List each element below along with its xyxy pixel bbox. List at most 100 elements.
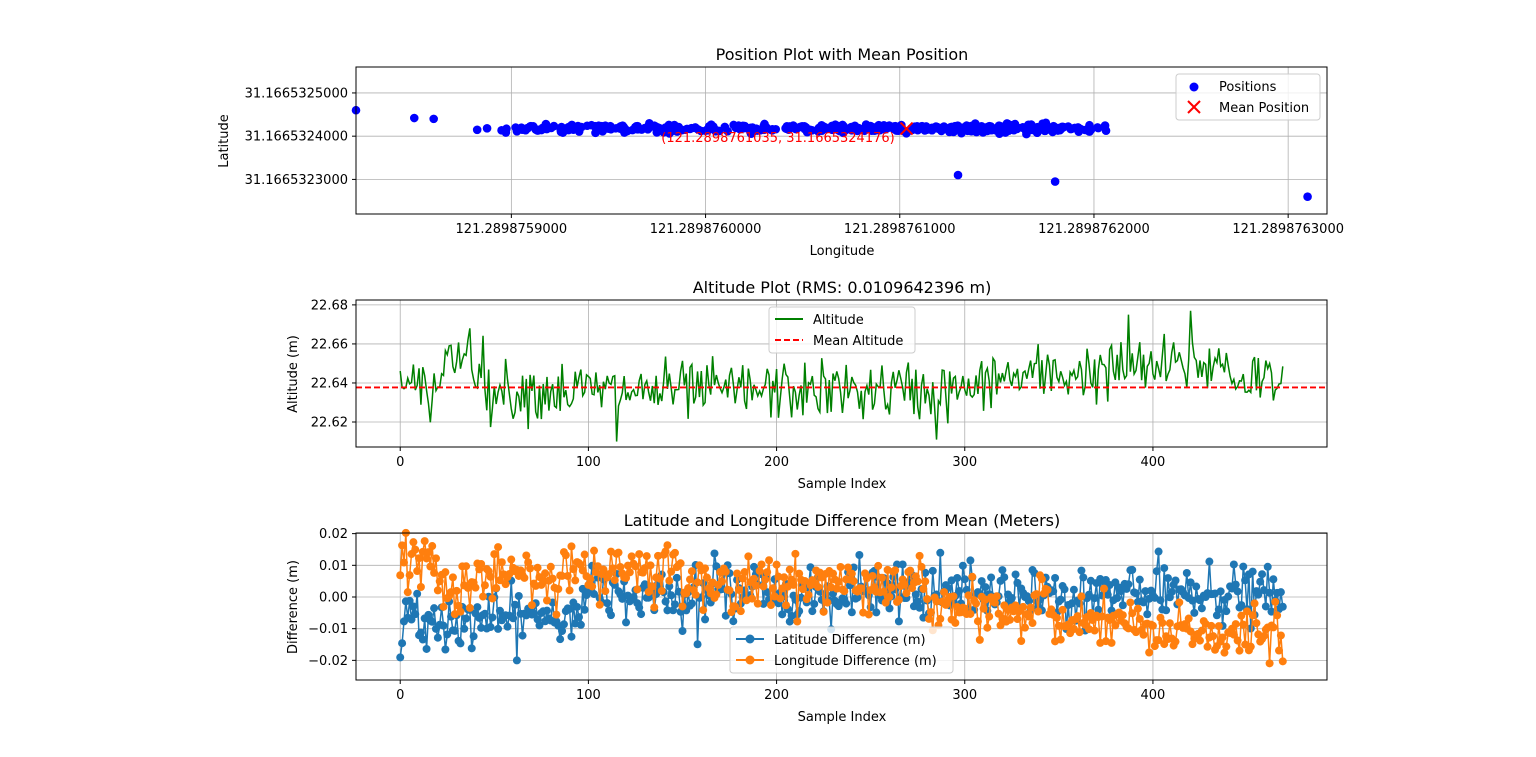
longitude-difference-point [1154, 636, 1163, 645]
difference-plot-frame [355, 532, 1328, 681]
latitude-difference-point [556, 635, 565, 644]
difference-plot-ylabel: Difference (m) [286, 560, 301, 654]
position-point [1032, 128, 1042, 137]
latitude-difference-point [1124, 580, 1133, 589]
longitude-difference-point [435, 577, 444, 586]
latitude-difference-point [1205, 557, 1214, 566]
latitude-difference-point [535, 621, 544, 630]
longitude-difference-point [1214, 622, 1223, 631]
longitude-difference-point [661, 547, 670, 556]
latitude-difference-point [441, 645, 450, 654]
latitude-difference-point [729, 617, 738, 626]
longitude-difference-point [795, 569, 804, 578]
latitude-difference-point [987, 573, 996, 582]
y-tick-label: 31.1665323000 [245, 173, 348, 188]
latitude-difference-point [1118, 601, 1127, 610]
longitude-difference-point [964, 591, 973, 600]
longitude-difference-point [1259, 632, 1268, 641]
latitude-difference-point [953, 573, 962, 582]
position-plot-xlabel: Longitude [810, 244, 875, 259]
latitude-difference-point [1216, 587, 1225, 596]
longitude-difference-point [900, 580, 909, 589]
position-point [746, 126, 756, 135]
latitude-difference-point [1077, 566, 1086, 575]
latitude-difference-point [1248, 567, 1257, 576]
position-point [983, 124, 992, 134]
longitude-difference-point [701, 564, 710, 573]
longitude-difference-point [753, 599, 762, 608]
longitude-difference-point [879, 587, 888, 596]
latitude-difference-point [1254, 590, 1263, 599]
y-tick-label: 31.1665324000 [245, 130, 348, 145]
latitude-difference-point [710, 549, 719, 558]
longitude-difference-point [678, 602, 687, 611]
longitude-difference-point [791, 549, 800, 558]
latitude-difference-point [663, 606, 672, 615]
latitude-difference-point [1013, 578, 1022, 587]
position-point [1050, 177, 1060, 186]
longitude-difference-point [546, 562, 555, 571]
latitude-difference-point [1246, 624, 1255, 633]
position-point [557, 122, 566, 132]
altitude-plot-title: Altitude Plot (RMS: 0.0109642396 m) [693, 278, 992, 297]
longitude-difference-point [757, 560, 766, 569]
longitude-difference-point [1028, 619, 1037, 628]
longitude-difference-point [902, 589, 911, 598]
longitude-difference-point [1229, 630, 1238, 639]
latitude-difference-point [921, 568, 930, 577]
longitude-difference-point [1107, 638, 1116, 647]
position-point [714, 126, 724, 136]
latitude-difference-point [606, 611, 615, 620]
longitude-difference-point [1135, 614, 1144, 623]
mean-position-marker [899, 121, 914, 136]
longitude-difference-point [554, 585, 563, 594]
longitude-difference-point [456, 607, 465, 616]
position-point [953, 124, 963, 134]
position-point [429, 114, 438, 124]
longitude-difference-point [439, 602, 448, 611]
longitude-difference-point [420, 537, 429, 546]
longitude-difference-point [823, 598, 832, 607]
altitude-plot-series [356, 310, 1327, 442]
position-point [920, 126, 930, 135]
longitude-difference-point [766, 601, 775, 610]
latitude-difference-point [678, 626, 687, 635]
latitude-difference-point [486, 623, 495, 632]
longitude-difference-point [622, 573, 631, 582]
longitude-difference-point [813, 582, 822, 591]
longitude-difference-point [718, 577, 727, 586]
longitude-difference-point [569, 565, 578, 574]
longitude-difference-point [441, 568, 450, 577]
latitude-difference-point [977, 577, 986, 586]
latitude-difference-point [849, 563, 858, 572]
y-tick-label: 0.00 [319, 590, 348, 605]
latitude-difference-point [872, 608, 881, 617]
latitude-difference-point [398, 639, 407, 648]
longitude-difference-point [520, 573, 529, 582]
longitude-difference-point [533, 563, 542, 572]
longitude-difference-point [733, 569, 742, 578]
position-point [759, 124, 769, 133]
longitude-difference-point [1250, 599, 1259, 608]
position-plot-ticks: 121.2898759000 121.2898760000 121.28987610… [245, 86, 1344, 237]
position-point [512, 127, 522, 136]
latitude-difference-point [1113, 594, 1122, 603]
longitude-difference-point [625, 568, 634, 577]
longitude-difference-point [488, 594, 497, 603]
difference-plot-ticks: 0 100 200 300 400 −0.02 −0.01 0.00 0.01 0.02 [308, 527, 1165, 703]
latitude-difference-point [405, 596, 414, 605]
longitude-difference-point [409, 538, 418, 547]
latitude-difference-point [413, 589, 422, 598]
longitude-difference-point [864, 610, 873, 619]
latitude-difference-point [1192, 582, 1201, 591]
latitude-difference-point [565, 605, 574, 614]
altitude-plot-ylabel: Altitude (m) [286, 335, 301, 413]
latitude-difference-point [1269, 575, 1278, 584]
longitude-difference-point [768, 584, 777, 593]
latitude-difference-point [1214, 605, 1223, 614]
latitude-difference-point [467, 644, 476, 653]
longitude-difference-point [416, 583, 425, 592]
latitude-difference-point [558, 626, 567, 635]
longitude-difference-point [667, 567, 676, 576]
mean-marker-stroke [899, 121, 914, 136]
